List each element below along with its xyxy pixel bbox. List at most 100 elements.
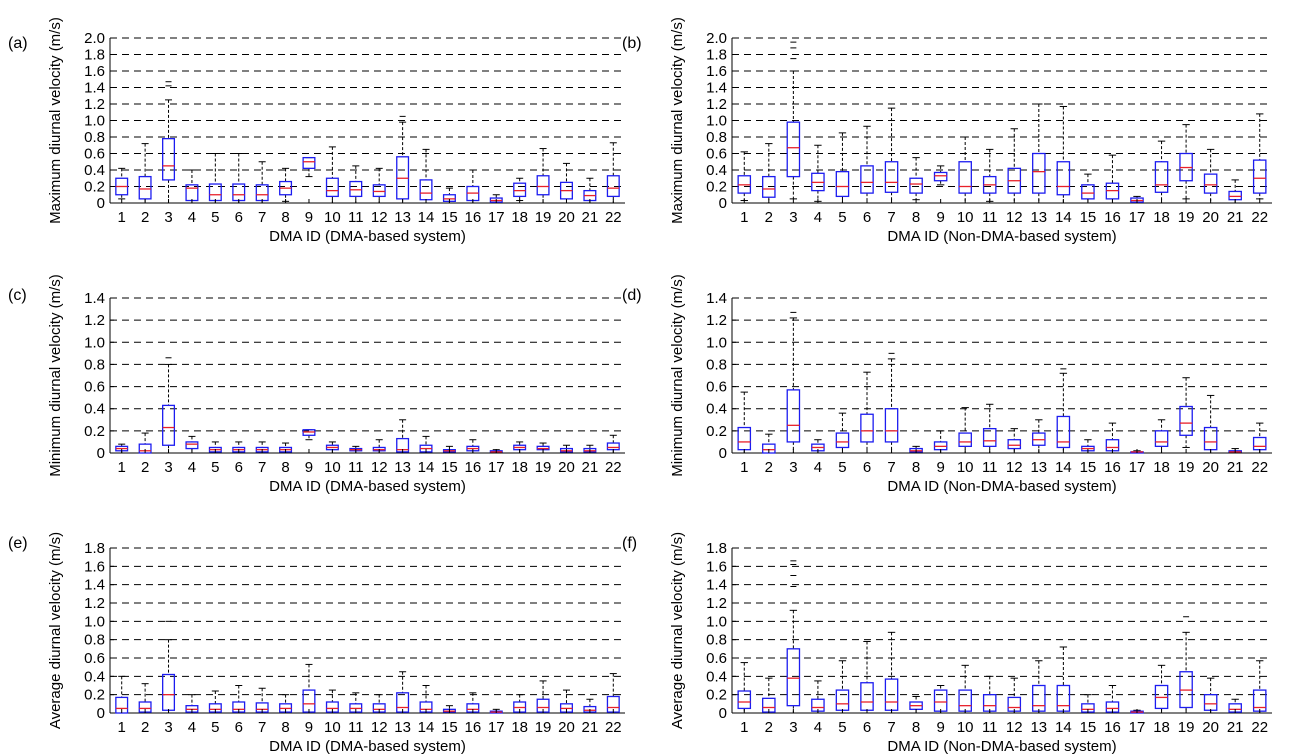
x-tick-label: 3 (789, 459, 797, 476)
x-tick-label: 3 (789, 719, 797, 736)
y-tick-label: 1.6 (706, 63, 727, 80)
y-tick-label: 1.8 (706, 47, 727, 64)
x-tick-label: 4 (188, 459, 196, 476)
x-tick-label: 14 (1055, 459, 1072, 476)
box-iqr (536, 175, 550, 196)
box-iqr (982, 427, 997, 448)
y-tick-label: 1.4 (84, 80, 105, 97)
y-axis-label: Maximum diurnal velocity (m/s) (47, 17, 64, 224)
x-tick-label: 8 (281, 719, 289, 736)
x-tick-label: 5 (838, 459, 846, 476)
y-tick-label: 0.4 (706, 668, 727, 685)
y-tick-label: 0 (719, 705, 727, 722)
y-tick-label: 0.4 (84, 401, 105, 418)
x-tick-label: 14 (1055, 719, 1072, 736)
x-tick-label: 21 (582, 209, 599, 226)
box-iqr (1032, 684, 1046, 712)
x-tick-label: 18 (511, 459, 528, 476)
panel-d: (d) Minimum diurnal velocity (m/s) DMA I… (622, 274, 1272, 495)
x-axis-label: DMA ID (DMA-based system) (269, 478, 466, 495)
x-tick-label: 16 (464, 459, 481, 476)
x-tick-label: 11 (982, 459, 998, 476)
x-tick-label: 20 (558, 719, 575, 736)
y-tick-label: 0.4 (84, 668, 105, 685)
x-tick-label: 1 (118, 209, 126, 226)
box-iqr (786, 648, 801, 707)
y-tick-label: 1.2 (84, 595, 105, 612)
x-axis-label: DMA ID (Non-DMA-based system) (887, 478, 1116, 495)
x-tick-label: 19 (1178, 209, 1195, 226)
x-tick-label: 17 (488, 459, 505, 476)
x-tick-label: 2 (765, 209, 773, 226)
x-tick-label: 6 (235, 459, 243, 476)
y-tick-label: 1.6 (706, 558, 727, 575)
y-tick-label: 0.6 (706, 146, 727, 163)
x-tick-label: 22 (605, 209, 622, 226)
x-tick-label: 13 (394, 719, 411, 736)
x-tick-label: 22 (605, 459, 622, 476)
box-iqr (513, 182, 527, 198)
y-tick-label: 0 (719, 195, 727, 212)
box-iqr (1056, 415, 1071, 449)
x-tick-label: 20 (1202, 459, 1219, 476)
x-tick-label: 15 (1080, 459, 1097, 476)
x-tick-label: 20 (558, 209, 575, 226)
x-tick-label: 22 (605, 719, 622, 736)
y-tick-label: 0.6 (84, 379, 105, 396)
x-tick-label: 18 (1153, 719, 1170, 736)
y-tick-label: 1.0 (706, 334, 727, 351)
x-tick-label: 16 (1104, 209, 1121, 226)
x-tick-label: 19 (1178, 459, 1195, 476)
y-tick-label: 0.8 (84, 356, 105, 373)
x-tick-label: 5 (211, 719, 219, 736)
box-iqr (835, 689, 850, 711)
x-tick-label: 21 (1227, 719, 1244, 736)
box-iqr (1228, 190, 1242, 201)
x-axis-label: DMA ID (DMA-based system) (269, 738, 466, 755)
x-tick-label: 21 (582, 719, 599, 736)
box-iqr (1007, 439, 1022, 450)
x-tick-label: 12 (1006, 719, 1023, 736)
y-tick-label: 1.0 (706, 613, 727, 630)
y-tick-label: 2.0 (84, 30, 105, 47)
x-tick-label: 3 (164, 459, 172, 476)
panel-label: (f) (622, 535, 637, 552)
x-tick-label: 1 (740, 459, 748, 476)
y-tick-label: 0 (719, 445, 727, 462)
box-iqr (606, 175, 620, 198)
box-iqr (1032, 152, 1046, 194)
x-tick-label: 18 (511, 209, 528, 226)
box-iqr (958, 689, 972, 712)
x-tick-label: 3 (789, 209, 797, 226)
x-tick-label: 2 (141, 719, 149, 736)
y-tick-label: 0.6 (706, 379, 727, 396)
y-tick-label: 1.4 (706, 80, 727, 97)
y-tick-label: 0 (97, 445, 105, 462)
x-tick-label: 10 (957, 209, 974, 226)
panel-label: (e) (8, 535, 28, 552)
x-tick-label: 10 (957, 459, 974, 476)
box-iqr (835, 170, 850, 198)
y-tick-label: 0.4 (84, 162, 105, 179)
x-tick-label: 4 (188, 209, 196, 226)
box-iqr (1179, 405, 1193, 436)
x-tick-label: 17 (488, 209, 505, 226)
x-tick-label: 16 (464, 209, 481, 226)
x-tick-label: 17 (488, 719, 505, 736)
y-tick-label: 1.2 (706, 312, 727, 329)
x-tick-label: 9 (936, 459, 944, 476)
box-iqr (933, 171, 948, 182)
x-tick-label: 2 (765, 459, 773, 476)
x-tick-label: 3 (164, 719, 172, 736)
box-iqr (860, 682, 874, 711)
y-tick-label: 1.8 (84, 47, 105, 64)
y-tick-label: 0.2 (706, 179, 727, 196)
x-axis-label: DMA ID (DMA-based system) (269, 228, 466, 245)
x-tick-label: 11 (982, 719, 998, 736)
x-tick-label: 19 (535, 719, 552, 736)
y-tick-label: 1.2 (84, 96, 105, 113)
x-tick-label: 8 (912, 459, 920, 476)
x-tick-label: 17 (1129, 209, 1146, 226)
x-tick-label: 17 (1129, 719, 1146, 736)
x-tick-label: 6 (235, 209, 243, 226)
